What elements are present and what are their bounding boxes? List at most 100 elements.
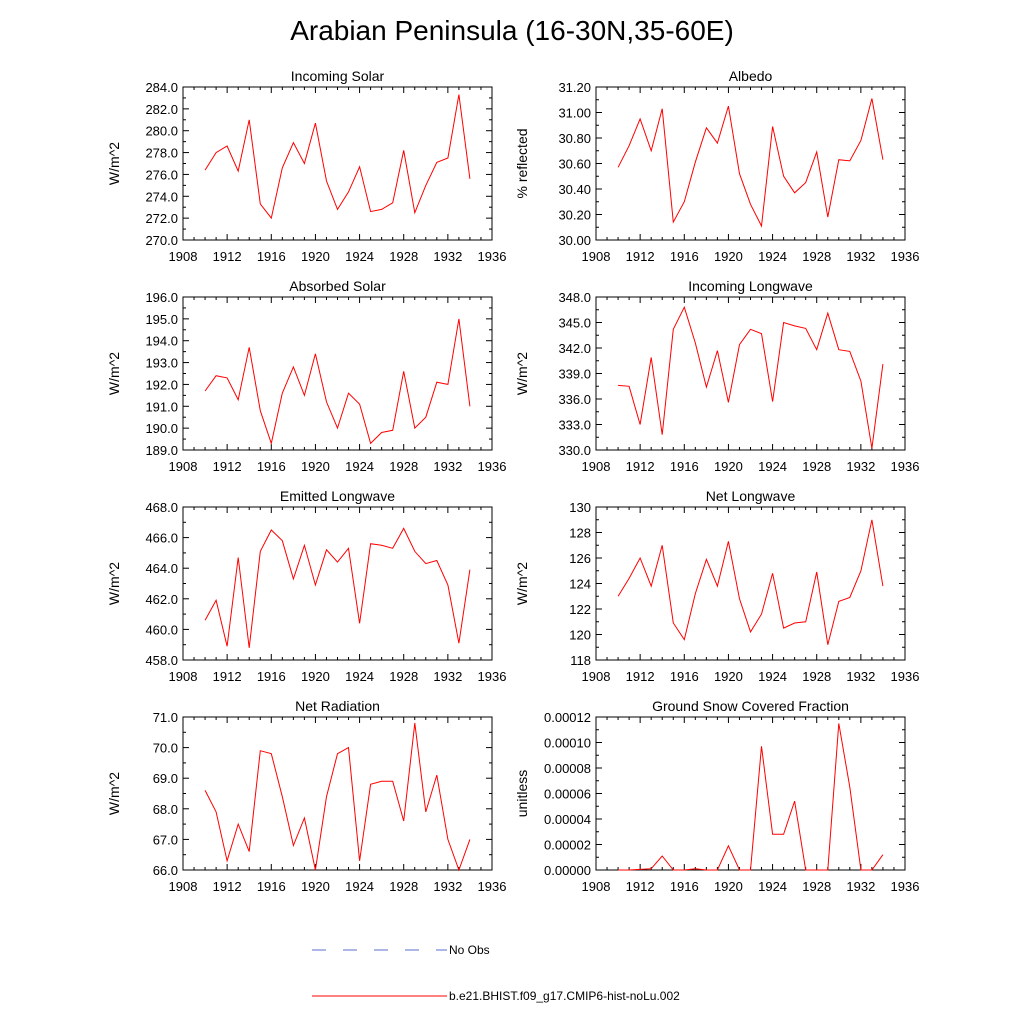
x-tick-label: 1912: [213, 249, 242, 264]
x-tick-label: 1932: [433, 459, 462, 474]
y-tick-label: 274.0: [145, 189, 178, 204]
x-tick-label: 1924: [758, 879, 787, 894]
y-tick-label: 339.0: [558, 367, 591, 382]
x-tick-label: 1936: [891, 879, 920, 894]
y-axis-label: W/m^2: [106, 142, 122, 185]
y-tick-label: 345.0: [558, 316, 591, 331]
y-tick-label: 124: [569, 577, 591, 592]
x-tick-label: 1924: [345, 459, 374, 474]
plot-frame: [182, 716, 493, 871]
x-tick-label: 1936: [478, 879, 507, 894]
x-tick-label: 1924: [345, 669, 374, 684]
panel-title: Net Longwave: [706, 488, 796, 504]
y-axis-label: W/m^2: [106, 562, 122, 605]
y-tick-label: 0.00006: [544, 787, 591, 802]
x-tick-label: 1912: [213, 879, 242, 894]
x-tick-label: 1916: [670, 249, 699, 264]
y-tick-label: 66.0: [153, 863, 178, 878]
legend: No Obs b.e21.BHIST.f09_g17.CMIP6-hist-noL…: [312, 943, 680, 1003]
x-tick-label: 1920: [301, 249, 330, 264]
y-tick-label: 193.0: [145, 356, 178, 371]
x-tick-label: 1924: [758, 249, 787, 264]
x-tick-label: 1916: [257, 669, 286, 684]
chart-emitted-longwave: Emitted Longwave W/m^2 1908 1912 1916 1920 192…: [106, 488, 506, 684]
x-tick-label: 1908: [169, 669, 198, 684]
y-tick-label: 68.0: [153, 802, 178, 817]
panel-title: Incoming Longwave: [688, 278, 813, 294]
chart-absorbed-solar: Absorbed Solar W/m^2 1908 1912 1916 1920 1924 1…: [106, 278, 506, 474]
x-tick-label: 1908: [582, 459, 611, 474]
y-tick-label: 67.0: [153, 832, 178, 847]
series-line: [617, 98, 884, 228]
y-tick-label: 30.00: [558, 233, 591, 248]
x-tick-label: 1928: [802, 879, 831, 894]
y-tick-label: 31.00: [558, 106, 591, 121]
plot-frame: [182, 86, 493, 241]
series-line: [617, 519, 884, 645]
x-tick-label: 1932: [433, 669, 462, 684]
x-tick-label: 1932: [846, 459, 875, 474]
x-tick-label: 1920: [301, 879, 330, 894]
x-tick-label: 1932: [846, 249, 875, 264]
plot-frame: [595, 296, 906, 451]
y-tick-label: 195.0: [145, 312, 178, 327]
x-tick-label: 1912: [626, 879, 655, 894]
y-tick-label: 458.0: [145, 653, 178, 668]
x-tick-label: 1936: [891, 459, 920, 474]
series-line: [618, 305, 884, 449]
y-tick-label: 190.0: [145, 421, 178, 436]
x-tick-label: 1912: [626, 459, 655, 474]
chart-net-longwave: Net Longwave W/m^2 1908 1912 1916 1920 1924 192…: [514, 488, 919, 684]
y-tick-label: 30.60: [558, 157, 591, 172]
x-tick-label: 1924: [758, 669, 787, 684]
x-tick-label: 1928: [389, 249, 418, 264]
x-tick-label: 1916: [257, 249, 286, 264]
y-tick-label: 191.0: [145, 399, 178, 414]
y-tick-label: 192.0: [145, 377, 178, 392]
plot-frame: [595, 86, 906, 241]
y-tick-label: 128: [569, 526, 591, 541]
x-tick-label: 1924: [345, 249, 374, 264]
x-tick-label: 1924: [758, 459, 787, 474]
panel-title: Ground Snow Covered Fraction: [652, 698, 849, 714]
x-tick-label: 1932: [846, 879, 875, 894]
x-tick-label: 1920: [301, 459, 330, 474]
x-tick-label: 1928: [389, 459, 418, 474]
chart-albedo: Albedo % reflected 1908 1912 1916 1920 1924 192…: [514, 68, 919, 264]
x-tick-label: 1936: [478, 249, 507, 264]
x-tick-label: 1920: [714, 669, 743, 684]
figure-title: Arabian Peninsula (16-30N,35-60E): [290, 15, 734, 46]
x-tick-label: 1912: [626, 669, 655, 684]
legend-label: No Obs: [449, 943, 490, 957]
y-tick-label: 272.0: [145, 211, 178, 226]
x-tick-label: 1920: [714, 459, 743, 474]
y-axis-label: % reflected: [514, 128, 530, 198]
y-tick-label: 342.0: [558, 341, 591, 356]
plot-frame: [595, 506, 906, 661]
y-tick-label: 460.0: [145, 622, 178, 637]
x-tick-label: 1936: [891, 249, 920, 264]
chart-incoming-longwave: Incoming Longwave W/m^2 1908 1912 1916 1920 19…: [514, 278, 919, 474]
x-tick-label: 1916: [670, 879, 699, 894]
y-tick-label: 31.20: [558, 80, 591, 95]
y-tick-label: 284.0: [145, 80, 178, 95]
y-tick-label: 468.0: [145, 500, 178, 515]
y-tick-label: 462.0: [145, 592, 178, 607]
x-tick-label: 1936: [478, 459, 507, 474]
x-tick-label: 1908: [169, 879, 198, 894]
x-tick-label: 1928: [802, 459, 831, 474]
y-tick-label: 270.0: [145, 233, 178, 248]
y-tick-label: 189.0: [145, 443, 178, 458]
x-tick-label: 1916: [670, 669, 699, 684]
y-tick-label: 280.0: [145, 124, 178, 139]
panel-title: Emitted Longwave: [280, 488, 395, 504]
x-tick-label: 1908: [169, 459, 198, 474]
y-axis-label: W/m^2: [106, 352, 122, 395]
y-tick-label: 120: [569, 628, 591, 643]
y-tick-label: 330.0: [558, 443, 591, 458]
y-tick-label: 69.0: [153, 771, 178, 786]
y-tick-label: 348.0: [558, 290, 591, 305]
x-tick-label: 1908: [582, 249, 611, 264]
x-tick-label: 1920: [714, 249, 743, 264]
y-tick-label: 0.00008: [544, 761, 591, 776]
